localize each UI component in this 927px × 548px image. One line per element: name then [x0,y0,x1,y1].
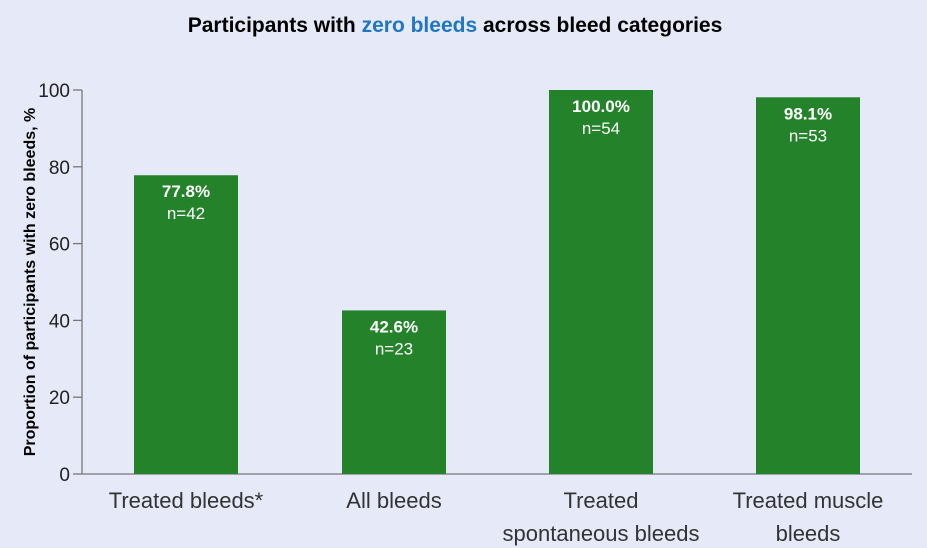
x-category-label: spontaneous bleeds [503,521,700,546]
bar-value-label: 77.8% [162,182,210,201]
bar-n-label: n=53 [789,126,827,145]
y-tick-label: 0 [59,465,70,486]
chart-title-highlight: zero bleeds [361,14,478,37]
y-tick-label: 100 [38,81,70,102]
bar [756,97,860,475]
chart-title-suffix: across bleed categories [477,14,723,37]
bar-value-label: 42.6% [370,317,418,336]
bar [549,90,653,474]
bar-n-label: n=54 [582,119,620,138]
bar [342,310,446,474]
bar-n-label: n=23 [375,339,413,358]
x-category-label: All bleeds [346,488,441,513]
y-axis-label: Proportion of participants with zero ble… [22,108,39,456]
chart-title-prefix: Participants with [187,14,362,37]
bar-n-label: n=42 [167,204,205,223]
x-category-label: Treated muscle [733,488,884,513]
y-tick-label: 40 [49,311,70,332]
bar [134,175,238,475]
x-category-label: Treated [563,488,638,513]
bar-value-label: 100.0% [572,97,630,116]
bar-value-label: 98.1% [784,104,832,123]
y-tick-label: 20 [49,388,70,409]
y-tick-label: 60 [49,235,70,256]
x-category-label: Treated bleeds* [109,488,264,513]
chart-title: Participants with zero bleeds across ble… [0,14,910,38]
x-category-label: bleeds [776,521,841,546]
y-tick-label: 80 [49,158,70,179]
